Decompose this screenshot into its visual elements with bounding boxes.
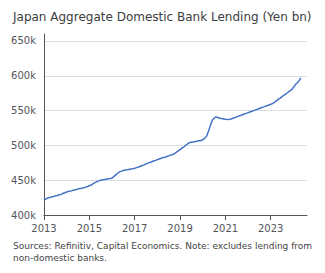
svg-text:2013: 2013 xyxy=(31,223,56,234)
svg-text:500k: 500k xyxy=(11,140,36,151)
svg-text:450k: 450k xyxy=(11,175,36,186)
svg-text:550k: 550k xyxy=(11,105,36,116)
svg-text:non-domestic banks.: non-domestic banks. xyxy=(13,253,107,263)
svg-text:2023: 2023 xyxy=(258,223,283,234)
svg-text:2017: 2017 xyxy=(122,223,147,234)
svg-text:2015: 2015 xyxy=(77,223,102,234)
svg-text:Sources: Refinitiv, Capital Ec: Sources: Refinitiv, Capital Economics. N… xyxy=(13,241,315,251)
svg-text:400k: 400k xyxy=(11,210,36,221)
svg-text:Japan Aggregate Domestic Bank: Japan Aggregate Domestic Bank Lending (Y… xyxy=(12,10,312,24)
svg-text:2021: 2021 xyxy=(213,223,238,234)
svg-text:650k: 650k xyxy=(11,35,36,46)
svg-text:600k: 600k xyxy=(11,70,36,81)
svg-text:2019: 2019 xyxy=(167,223,192,234)
